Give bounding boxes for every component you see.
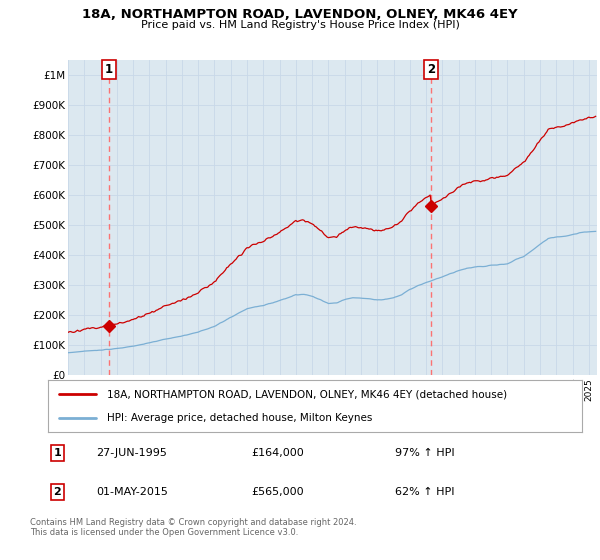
Text: HPI: Average price, detached house, Milton Keynes: HPI: Average price, detached house, Milt… bbox=[107, 413, 372, 423]
Text: Contains HM Land Registry data © Crown copyright and database right 2024.
This d: Contains HM Land Registry data © Crown c… bbox=[30, 518, 356, 538]
Text: 1: 1 bbox=[104, 63, 113, 76]
Text: 18A, NORTHAMPTON ROAD, LAVENDON, OLNEY, MK46 4EY: 18A, NORTHAMPTON ROAD, LAVENDON, OLNEY, … bbox=[82, 8, 518, 21]
Text: 2: 2 bbox=[53, 487, 61, 497]
Text: 62% ↑ HPI: 62% ↑ HPI bbox=[395, 487, 455, 497]
Text: 97% ↑ HPI: 97% ↑ HPI bbox=[395, 448, 455, 458]
Text: 01-MAY-2015: 01-MAY-2015 bbox=[96, 487, 168, 497]
Text: 18A, NORTHAMPTON ROAD, LAVENDON, OLNEY, MK46 4EY (detached house): 18A, NORTHAMPTON ROAD, LAVENDON, OLNEY, … bbox=[107, 389, 507, 399]
Text: 1: 1 bbox=[53, 448, 61, 458]
Text: £164,000: £164,000 bbox=[251, 448, 304, 458]
Text: £565,000: £565,000 bbox=[251, 487, 304, 497]
Text: Price paid vs. HM Land Registry's House Price Index (HPI): Price paid vs. HM Land Registry's House … bbox=[140, 20, 460, 30]
Text: 2: 2 bbox=[427, 63, 436, 76]
Text: 27-JUN-1995: 27-JUN-1995 bbox=[96, 448, 167, 458]
